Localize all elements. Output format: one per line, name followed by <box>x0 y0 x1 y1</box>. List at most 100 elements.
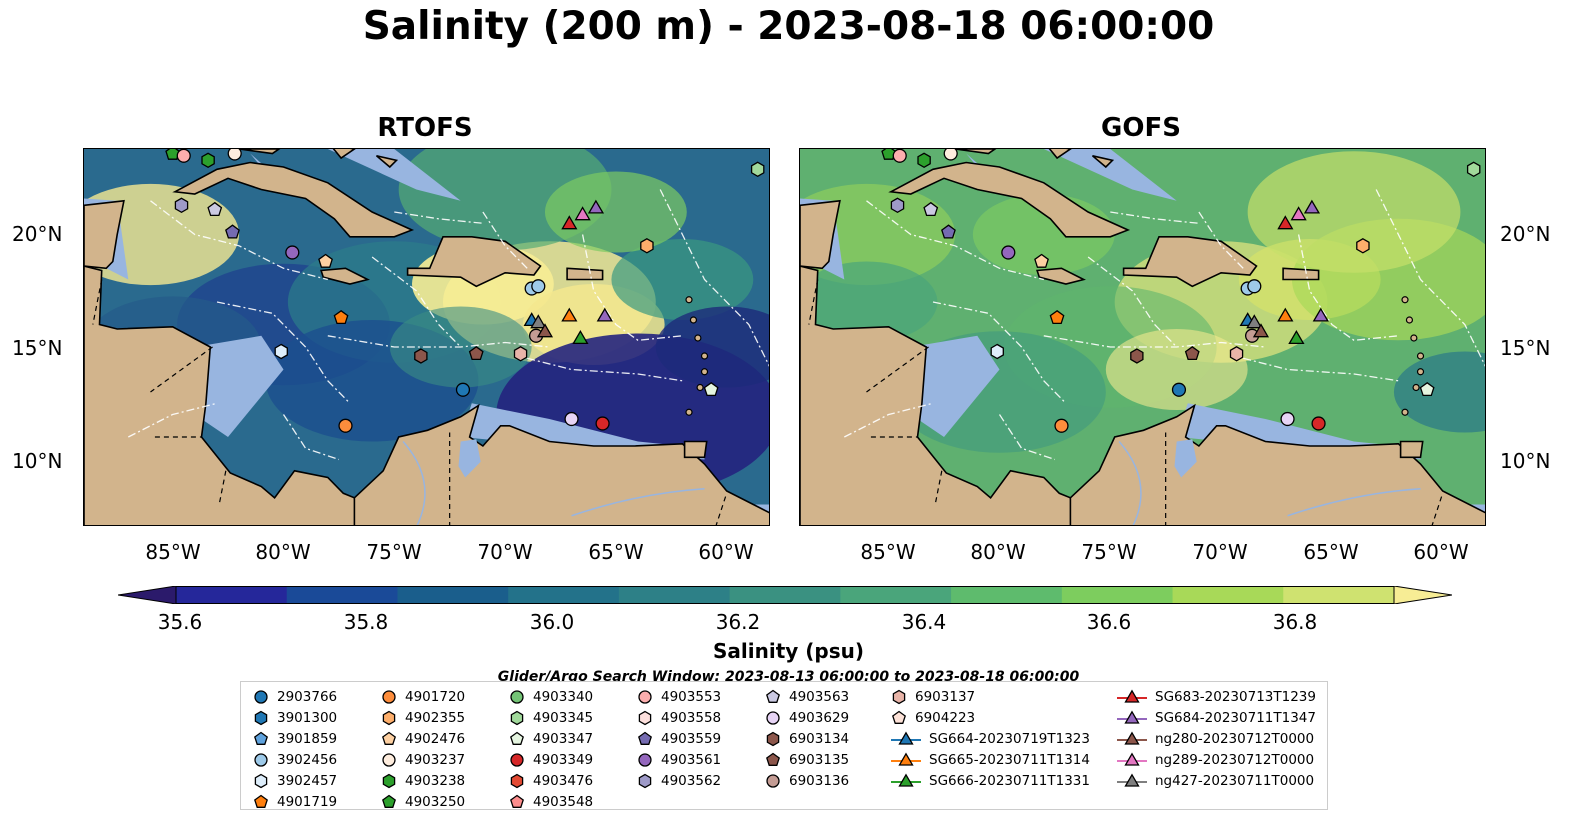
observation-marker[interactable] <box>1277 215 1294 230</box>
observation-marker[interactable] <box>703 381 719 397</box>
observation-marker[interactable] <box>1252 323 1270 338</box>
legend-marker[interactable] <box>382 689 396 704</box>
legend-marker[interactable] <box>1124 773 1140 787</box>
legend-marker[interactable] <box>766 710 780 725</box>
observation-marker[interactable] <box>1034 253 1049 268</box>
observation-marker[interactable] <box>890 197 905 214</box>
observation-marker[interactable] <box>174 197 189 214</box>
legend-marker[interactable] <box>638 689 652 704</box>
observation-marker[interactable] <box>333 309 349 325</box>
observation-marker[interactable] <box>1054 418 1069 433</box>
legend-marker[interactable] <box>638 773 652 788</box>
observation-marker[interactable] <box>640 238 654 254</box>
observation-marker[interactable] <box>943 149 958 161</box>
legend-marker[interactable] <box>254 773 268 788</box>
map-panel-rtofs[interactable] <box>83 148 770 526</box>
legend-marker[interactable] <box>510 752 524 767</box>
legend-marker[interactable] <box>1124 752 1140 766</box>
observation-marker[interactable] <box>227 149 242 161</box>
observation-marker[interactable] <box>990 343 1004 360</box>
legend-marker[interactable] <box>254 710 268 725</box>
observation-marker[interactable] <box>561 307 578 322</box>
observation-marker[interactable] <box>561 215 578 230</box>
legend-marker[interactable] <box>638 731 652 745</box>
legend-marker[interactable] <box>766 731 780 746</box>
observation-marker[interactable] <box>201 152 215 169</box>
legend-marker[interactable] <box>898 773 914 787</box>
observation-marker[interactable] <box>1288 330 1305 345</box>
legend-marker[interactable] <box>254 731 268 745</box>
observation-marker[interactable] <box>917 152 931 169</box>
observation-marker[interactable] <box>750 161 765 178</box>
legend-marker[interactable] <box>382 794 396 808</box>
legend-marker[interactable] <box>254 689 268 704</box>
observation-marker[interactable] <box>1184 345 1200 361</box>
observation-marker[interactable] <box>1312 307 1329 322</box>
legend-marker[interactable] <box>510 710 524 725</box>
legend-marker[interactable] <box>382 710 396 725</box>
observation-marker[interactable] <box>531 279 546 294</box>
observation-marker[interactable] <box>207 201 223 217</box>
legend-marker[interactable] <box>254 794 268 808</box>
legend-marker[interactable] <box>1124 731 1140 745</box>
observation-marker[interactable] <box>1311 416 1326 431</box>
legend-marker[interactable] <box>382 773 396 788</box>
legend-marker[interactable] <box>898 752 914 766</box>
legend-marker[interactable] <box>510 689 524 704</box>
observation-marker[interactable] <box>941 224 956 239</box>
legend-marker[interactable] <box>254 752 268 767</box>
observation-marker[interactable] <box>1466 161 1481 178</box>
observation-marker[interactable] <box>1001 245 1016 260</box>
observation-marker[interactable] <box>881 149 897 160</box>
observation-marker[interactable] <box>596 307 613 322</box>
observation-marker[interactable] <box>1290 206 1307 221</box>
observation-marker[interactable] <box>923 201 939 217</box>
observation-marker[interactable] <box>595 416 610 431</box>
observation-marker[interactable] <box>176 149 191 163</box>
observation-marker[interactable] <box>1356 238 1370 254</box>
observation-marker[interactable] <box>574 206 591 221</box>
observation-marker[interactable] <box>285 245 300 260</box>
observation-marker[interactable] <box>1049 309 1065 325</box>
observation-marker[interactable] <box>1280 411 1295 427</box>
observation-marker[interactable] <box>530 314 547 329</box>
legend-marker[interactable] <box>638 710 652 725</box>
map-panel-gofs[interactable] <box>799 148 1486 526</box>
observation-marker[interactable] <box>587 199 605 214</box>
observation-marker[interactable] <box>1171 382 1187 397</box>
legend-marker[interactable] <box>892 689 906 704</box>
observation-marker[interactable] <box>564 411 579 427</box>
legend-marker[interactable] <box>510 731 524 745</box>
legend-marker[interactable] <box>766 752 780 766</box>
observation-marker[interactable] <box>468 345 484 361</box>
observation-marker[interactable] <box>414 348 428 364</box>
observation-marker[interactable] <box>1277 307 1294 322</box>
legend-marker[interactable] <box>898 731 914 745</box>
legend-marker[interactable] <box>766 773 780 788</box>
legend-marker[interactable] <box>510 794 524 808</box>
legend-marker[interactable] <box>766 689 780 703</box>
observation-marker[interactable] <box>318 253 333 268</box>
observation-marker[interactable] <box>1247 279 1262 294</box>
observation-marker[interactable] <box>338 418 353 433</box>
observation-marker[interactable] <box>225 224 240 239</box>
observation-marker[interactable] <box>455 382 471 397</box>
legend-marker[interactable] <box>892 710 906 724</box>
observation-marker[interactable] <box>1246 314 1263 329</box>
observation-marker[interactable] <box>1229 346 1244 362</box>
observation-marker[interactable] <box>274 343 288 360</box>
legend-marker[interactable] <box>382 752 396 767</box>
observation-marker[interactable] <box>892 149 907 163</box>
observation-marker[interactable] <box>1303 199 1321 214</box>
observation-marker[interactable] <box>165 149 181 160</box>
legend-marker[interactable] <box>510 773 524 788</box>
legend-marker[interactable] <box>638 752 652 767</box>
observation-marker[interactable] <box>1419 381 1435 397</box>
observation-marker[interactable] <box>572 330 589 345</box>
observation-marker[interactable] <box>536 323 554 338</box>
legend-marker[interactable] <box>1124 689 1140 703</box>
legend-marker[interactable] <box>1124 710 1140 724</box>
legend-marker[interactable] <box>382 731 396 745</box>
observation-marker[interactable] <box>1130 348 1144 364</box>
observation-marker[interactable] <box>513 346 528 362</box>
